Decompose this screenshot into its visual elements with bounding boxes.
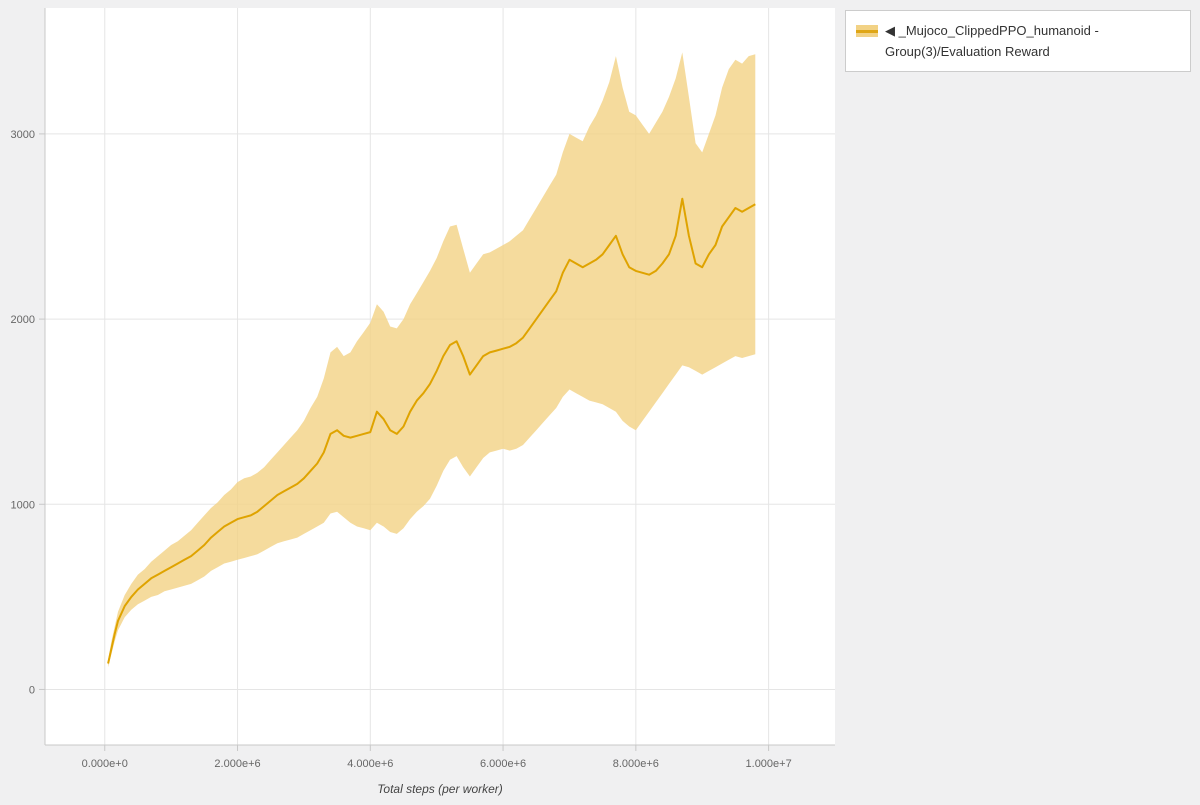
svg-text:1000: 1000 (11, 499, 35, 511)
svg-text:0.000e+0: 0.000e+0 (82, 758, 128, 770)
reward-line (107, 197, 756, 664)
svg-text:1.000e+7: 1.000e+7 (746, 758, 792, 770)
svg-text:2000: 2000 (11, 314, 35, 326)
svg-text:4.000e+6: 4.000e+6 (347, 758, 393, 770)
svg-text:3000: 3000 (11, 129, 35, 141)
legend-series-swatch-icon (856, 25, 878, 37)
legend-label: ◀ _Mujoco_ClippedPPO_humanoid - Group(3)… (885, 23, 1099, 59)
x-axis-title: Total steps (per worker) (377, 782, 503, 796)
svg-text:2.000e+6: 2.000e+6 (214, 758, 260, 770)
svg-text:0: 0 (29, 684, 35, 696)
legend-item[interactable]: ◀ _Mujoco_ClippedPPO_humanoid - Group(3)… (845, 10, 1191, 72)
svg-text:8.000e+6: 8.000e+6 (613, 758, 659, 770)
legend-line-swatch (856, 30, 878, 33)
svg-text:6.000e+6: 6.000e+6 (480, 758, 526, 770)
reward-band (108, 52, 756, 668)
